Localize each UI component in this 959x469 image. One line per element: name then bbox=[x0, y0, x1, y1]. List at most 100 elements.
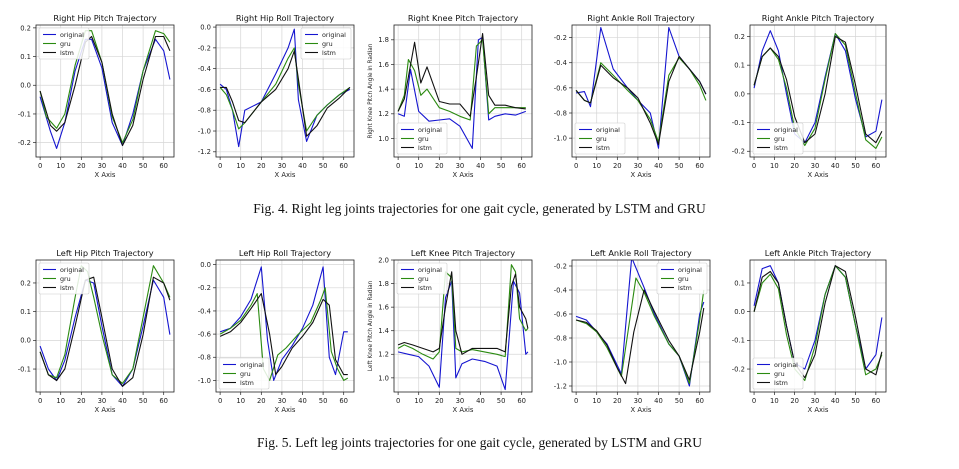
x-tick-label: 40 bbox=[476, 162, 485, 170]
y-tick-label: -0.4 bbox=[198, 307, 211, 315]
x-tick-label: 40 bbox=[654, 397, 663, 405]
legend-label-lstm: lstm bbox=[596, 144, 610, 152]
legend-box bbox=[396, 122, 448, 155]
y-tick-label: -1.2 bbox=[198, 148, 211, 156]
x-tick-label: 60 bbox=[159, 397, 168, 405]
chart-title: Left Ankle Roll Trajectory bbox=[590, 248, 692, 258]
x-tick-label: 30 bbox=[98, 162, 107, 170]
legend-box bbox=[300, 27, 352, 60]
x-tick-label: 0 bbox=[396, 162, 400, 170]
x-tick-label: 0 bbox=[574, 162, 578, 170]
legend-label-lstm: lstm bbox=[678, 284, 692, 292]
series-line-gru bbox=[397, 264, 529, 360]
y-tick-label: -0.2 bbox=[732, 365, 745, 373]
x-tick-label: 60 bbox=[339, 162, 348, 170]
plot-frame bbox=[35, 24, 175, 158]
legend-label-original: original bbox=[418, 266, 442, 274]
legend-label-lstm: lstm bbox=[322, 49, 336, 57]
y-tick-label: 1.6 bbox=[378, 61, 389, 69]
legend-label-lstm: lstm bbox=[774, 379, 788, 387]
chart-title: Right Knee Pitch Trajectory bbox=[408, 13, 519, 23]
chart-panel-9: 0 10 20 30 40 50 60 -0.2 -0.1 0.0 0.1 Left Ankle Pi… bbox=[732, 248, 887, 414]
x-tick-label: 20 bbox=[77, 162, 86, 170]
x-tick-label: 30 bbox=[811, 162, 820, 170]
x-axis-label: X Axis bbox=[95, 406, 116, 414]
x-tick-label: 60 bbox=[339, 397, 348, 405]
legend-box bbox=[38, 262, 90, 295]
series-line-lstm bbox=[397, 271, 529, 355]
x-tick-label: 30 bbox=[456, 397, 465, 405]
series-line-gru bbox=[219, 47, 351, 132]
x-tick-label: 0 bbox=[396, 397, 400, 405]
y-tick-label: -0.4 bbox=[198, 65, 211, 73]
x-tick-label: 40 bbox=[831, 397, 840, 405]
series-line-gru bbox=[753, 265, 883, 382]
chart-panel-0: 0 10 20 30 40 50 60 -0.2 -0.1 0.0 0.1 0.2 Right Hip … bbox=[18, 13, 175, 179]
y-tick-label: 1.8 bbox=[378, 280, 389, 288]
x-tick-label: 30 bbox=[456, 162, 465, 170]
x-tick-label: 60 bbox=[695, 397, 704, 405]
figure-caption-fig5: Fig. 5. Left leg joints trajectories for… bbox=[257, 435, 702, 450]
legend-label-original: original bbox=[774, 361, 798, 369]
legend-label-gru: gru bbox=[774, 370, 785, 378]
legend-box bbox=[752, 122, 804, 155]
x-tick-label: 10 bbox=[236, 397, 245, 405]
y-tick-label: 1.4 bbox=[378, 86, 389, 94]
x-tick-label: 60 bbox=[517, 397, 526, 405]
y-tick-label: 0.0 bbox=[200, 23, 211, 31]
x-tick-label: 20 bbox=[435, 397, 444, 405]
x-tick-label: 50 bbox=[851, 397, 860, 405]
y-tick-label: -0.2 bbox=[732, 148, 745, 156]
series-line-lstm bbox=[575, 289, 705, 385]
x-axis-label: X Axis bbox=[275, 406, 296, 414]
x-tick-label: 10 bbox=[56, 397, 65, 405]
legend-label-gru: gru bbox=[596, 135, 607, 143]
legend-label-gru: gru bbox=[418, 275, 429, 283]
x-tick-label: 30 bbox=[811, 397, 820, 405]
x-tick-label: 10 bbox=[592, 162, 601, 170]
y-tick-label: -0.6 bbox=[554, 310, 567, 318]
x-tick-label: 10 bbox=[414, 162, 423, 170]
series-line-lstm bbox=[753, 35, 883, 144]
y-tick-label: 0.1 bbox=[20, 308, 31, 316]
y-tick-label: -0.1 bbox=[732, 337, 745, 345]
x-tick-label: 60 bbox=[872, 397, 881, 405]
x-tick-label: 40 bbox=[831, 162, 840, 170]
y-tick-label: 0.1 bbox=[734, 279, 745, 287]
y-tick-label: 0.2 bbox=[734, 33, 745, 41]
y-axis-label: Right Knee Pitch Angle in Radian bbox=[368, 43, 374, 138]
series-line-gru bbox=[753, 33, 883, 149]
plot-frame bbox=[571, 259, 711, 393]
chart-panel-4: 0 10 20 30 40 50 60 -0.2 -0.1 0.0 0.1 0.2 Right Ankl… bbox=[732, 13, 887, 179]
chart-panel-7: 0 10 20 30 40 50 60 1.0 1.2 1.4 1.6 1.8 2.0 Left Knee… bbox=[368, 248, 533, 414]
series-line-lstm bbox=[39, 35, 171, 147]
x-tick-label: 50 bbox=[851, 162, 860, 170]
legend-box bbox=[574, 122, 626, 155]
x-tick-label: 0 bbox=[218, 397, 222, 405]
figure-caption-fig4: Fig. 4. Right leg joints trajectories fo… bbox=[253, 201, 706, 216]
chart-panel-1: 0 10 20 30 40 50 60 -1.2 -1.0 -0.8 -0.6 -0.4 -0.2 0.0… bbox=[198, 13, 355, 179]
x-axis-label: X Axis bbox=[95, 171, 116, 179]
plot-frame bbox=[215, 259, 355, 393]
x-tick-label: 30 bbox=[634, 397, 643, 405]
x-tick-label: 30 bbox=[98, 397, 107, 405]
y-tick-label: -1.0 bbox=[198, 377, 211, 385]
legend-label-original: original bbox=[60, 266, 84, 274]
y-tick-label: -0.4 bbox=[554, 59, 567, 67]
x-tick-label: 10 bbox=[592, 397, 601, 405]
y-tick-label: -0.2 bbox=[198, 284, 211, 292]
series-line-original bbox=[753, 265, 883, 370]
chart-title: Left Hip Pitch Trajectory bbox=[56, 248, 153, 258]
x-tick-label: 60 bbox=[159, 162, 168, 170]
x-tick-label: 30 bbox=[278, 397, 287, 405]
legend-label-original: original bbox=[678, 266, 702, 274]
x-tick-label: 20 bbox=[790, 162, 799, 170]
x-tick-label: 50 bbox=[497, 397, 506, 405]
x-tick-label: 20 bbox=[257, 162, 266, 170]
series-line-lstm bbox=[397, 33, 526, 117]
y-tick-label: 0.1 bbox=[20, 53, 31, 61]
